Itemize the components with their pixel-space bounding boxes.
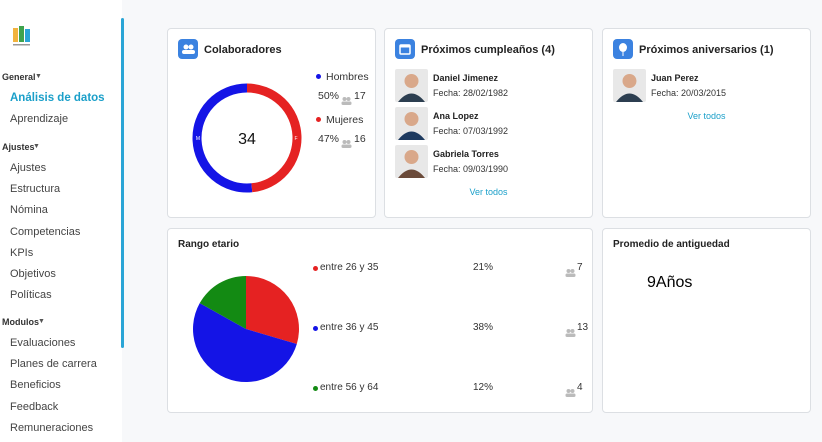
- percent: 12%: [473, 382, 494, 393]
- nav-item[interactable]: Aprendizaje: [10, 113, 69, 126]
- scrollbar[interactable]: [121, 18, 124, 348]
- donut-segment: [246, 83, 302, 193]
- seniority-unit: Años: [655, 274, 693, 291]
- section-header: Ajustes: [2, 142, 35, 152]
- legend-label: entre 36 y 45: [320, 322, 379, 333]
- avatar: [395, 145, 428, 178]
- legend-dot: [313, 266, 318, 271]
- view-all-link[interactable]: Ver todos: [469, 187, 508, 197]
- ring-label: M: [196, 136, 200, 142]
- view-all-link[interactable]: Ver todos: [687, 111, 726, 121]
- section-header: General: [2, 72, 36, 82]
- seniority-value: 9: [647, 274, 656, 291]
- glyph: [619, 43, 627, 56]
- sidebar: General ▼ Análisis de datos Aprendizaje Ajus…: [0, 0, 124, 442]
- legend-label: Mujeres: [326, 114, 364, 126]
- anniversaries-card: Próximos aniversarios (1) Juan Perez Fecha…: [602, 28, 811, 218]
- person-name: Ana Lopez: [433, 111, 479, 121]
- person-name: Daniel Jimenez: [433, 73, 499, 83]
- person-date: Fecha: 09/03/1990: [433, 164, 509, 174]
- legend-dot: [313, 386, 318, 391]
- card-title: Próximos aniversarios (1): [639, 44, 774, 56]
- person-date: Fecha: 20/03/2015: [651, 88, 727, 98]
- card-title: Promedio de antiguedad: [613, 239, 730, 250]
- logo: [13, 26, 30, 46]
- legend-label: Hombres: [326, 71, 369, 83]
- caret: ▼: [35, 73, 42, 80]
- donut-segment: [192, 83, 253, 193]
- legend-dot: [316, 117, 321, 122]
- nav-item[interactable]: Evaluaciones: [10, 337, 76, 349]
- card-icon: [395, 39, 415, 59]
- card-icon: [613, 39, 633, 59]
- people-icon: [565, 264, 576, 282]
- caret: ▼: [33, 143, 40, 150]
- avatar: [613, 69, 646, 102]
- nav-item[interactable]: Beneficios: [10, 379, 61, 392]
- count: 4: [577, 382, 583, 393]
- people-icon: [565, 384, 576, 402]
- person-name: Gabriela Torres: [433, 149, 499, 159]
- legend-label: entre 56 y 64: [320, 382, 379, 393]
- nav-item[interactable]: Análisis de datos: [10, 92, 105, 104]
- people-icon: [341, 135, 352, 153]
- nav-item[interactable]: Estructura: [10, 183, 61, 196]
- person-date: Fecha: 07/03/1992: [433, 126, 509, 136]
- nav-item[interactable]: Objetivos: [10, 268, 56, 280]
- person-name: Juan Perez: [651, 73, 699, 83]
- pie-chart: [193, 276, 299, 382]
- nav-item[interactable]: Competencias: [10, 225, 81, 238]
- caret: ▼: [38, 318, 45, 325]
- percent: 21%: [473, 262, 494, 273]
- legend-label: entre 26 y 35: [320, 262, 379, 273]
- card-title: Próximos cumpleaños (4): [421, 44, 555, 56]
- nav-item[interactable]: Ajustes: [10, 162, 47, 174]
- avatar: [395, 69, 428, 102]
- percent: 38%: [473, 322, 494, 333]
- card-title: Rango etario: [178, 239, 240, 250]
- count: 16: [354, 133, 366, 145]
- legend-dot: [316, 74, 321, 79]
- nav-item[interactable]: Nómina: [10, 204, 48, 217]
- birthdays-card: Próximos cumpleaños (4) Daniel Jimenez Fec…: [384, 28, 593, 218]
- card-icon: [178, 39, 198, 59]
- donut-chart: 34 M F: [192, 83, 302, 193]
- percent: 47%: [318, 133, 340, 145]
- people-icon: [341, 92, 352, 110]
- seniority-card: Promedio de antiguedad 9Años: [602, 228, 811, 413]
- nav-item[interactable]: Planes de carrera: [10, 358, 97, 371]
- donut-total: 34: [238, 131, 256, 148]
- age-range-card: Rango etario entre 26 y 35 21% 7 entre 36 y …: [167, 228, 593, 413]
- glyph: [399, 44, 411, 55]
- count: 13: [577, 322, 589, 333]
- glyph: [182, 44, 195, 54]
- legend-dot: [313, 326, 318, 331]
- section-header: Modulos: [2, 317, 39, 327]
- pie-slice: [199, 276, 246, 329]
- pie-slice: [246, 276, 299, 345]
- card-title: Colaboradores: [204, 44, 282, 56]
- person-date: Fecha: 28/02/1982: [433, 88, 509, 98]
- pie-slice: [193, 303, 297, 382]
- collaborators-card: Colaboradores 34 M F Hombres 50% 17 Mujeres 47% 1…: [167, 28, 376, 218]
- count: 17: [354, 90, 366, 102]
- nav-item[interactable]: Feedback: [10, 400, 59, 413]
- seniority-ring: 9Años: [647, 274, 692, 292]
- ring-label: F: [294, 136, 297, 142]
- nav-item[interactable]: KPIs: [10, 246, 34, 259]
- avatar: [395, 107, 428, 140]
- people-icon: [565, 324, 576, 342]
- nav-item[interactable]: Remuneraciones: [10, 421, 94, 434]
- count: 7: [577, 262, 583, 273]
- nav-item[interactable]: Políticas: [10, 289, 52, 302]
- percent: 50%: [318, 90, 340, 102]
